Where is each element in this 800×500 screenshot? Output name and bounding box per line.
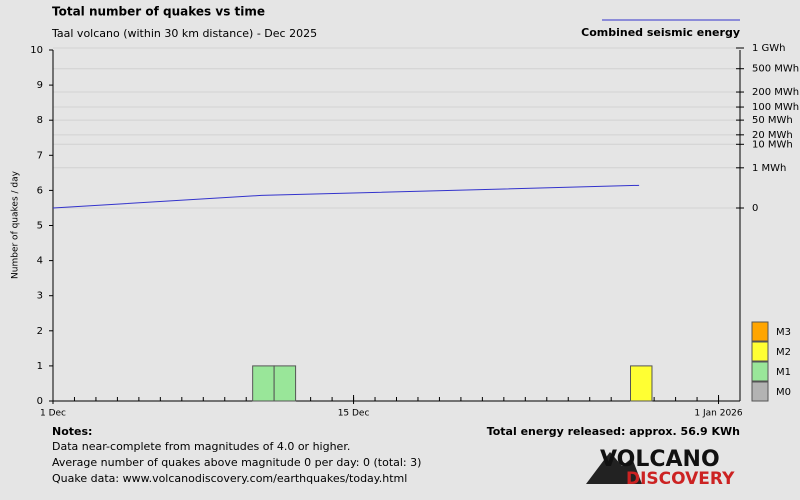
legend-label: M2: [776, 347, 791, 358]
legend-label: M1: [776, 367, 791, 378]
logo-text: VOLCANO: [600, 447, 720, 472]
energy-line: [52, 184, 640, 209]
y-tick-label: 2: [37, 326, 43, 337]
logo-icon: [586, 452, 642, 484]
legend-swatch: [751, 341, 769, 362]
legend-label: M0: [776, 387, 791, 398]
legend-label: Combined seismic energy: [581, 26, 740, 39]
y-tick-label: 6: [37, 185, 43, 196]
y-tick-label: 10: [30, 45, 43, 56]
y2-tick-label: 10 MWh: [752, 139, 793, 150]
total-energy: Total energy released: approx. 56.9 KWh: [487, 425, 740, 438]
y2-tick-label: 0: [752, 203, 758, 214]
y-tick-label: 8: [37, 115, 43, 126]
chart-title: Total number of quakes vs time: [52, 5, 265, 19]
legend-swatch: [751, 361, 769, 382]
y-tick-label: 5: [37, 221, 43, 232]
legend-label: M3: [776, 327, 791, 338]
x-tick-label: 15 Dec: [338, 409, 370, 419]
note: Quake data: www.volcanodiscovery.com/ear…: [52, 472, 407, 485]
y-tick-label: 1: [37, 361, 43, 372]
y2-tick-label: 100 MWh: [752, 102, 799, 113]
chart-subtitle: Taal volcano (within 30 km distance) - D…: [51, 27, 317, 40]
y-tick-label: 0: [37, 396, 43, 407]
y2-tick-label: 50 MWh: [752, 115, 793, 126]
logo-text: DISCOVERY: [626, 469, 735, 489]
y2-tick-label: 1 GWh: [752, 43, 786, 54]
y2-tick-label: 20 MWh: [752, 130, 793, 141]
y-tick-label: 4: [37, 256, 43, 267]
bar: [630, 365, 653, 402]
x-tick-label: 1 Dec: [40, 409, 66, 419]
legend-swatch: [751, 381, 769, 402]
note: Data near-complete from magnitudes of 4.…: [52, 440, 350, 453]
notes-title: Notes:: [52, 425, 92, 438]
y-tick-label: 7: [37, 150, 43, 161]
y2-tick-label: 500 MWh: [752, 64, 799, 75]
y2-tick-label: 200 MWh: [752, 87, 799, 98]
x-tick-label: 1 Jan 2026: [694, 409, 742, 419]
y-axis-label: Number of quakes / day: [11, 170, 21, 279]
y-tick-label: 9: [37, 80, 43, 91]
bar: [273, 365, 297, 402]
y2-tick-label: 1 MWh: [752, 163, 786, 174]
bar: [252, 365, 275, 402]
note: Average number of quakes above magnitude…: [52, 456, 421, 469]
y-tick-label: 3: [37, 291, 43, 302]
legend-swatch: [751, 321, 769, 342]
